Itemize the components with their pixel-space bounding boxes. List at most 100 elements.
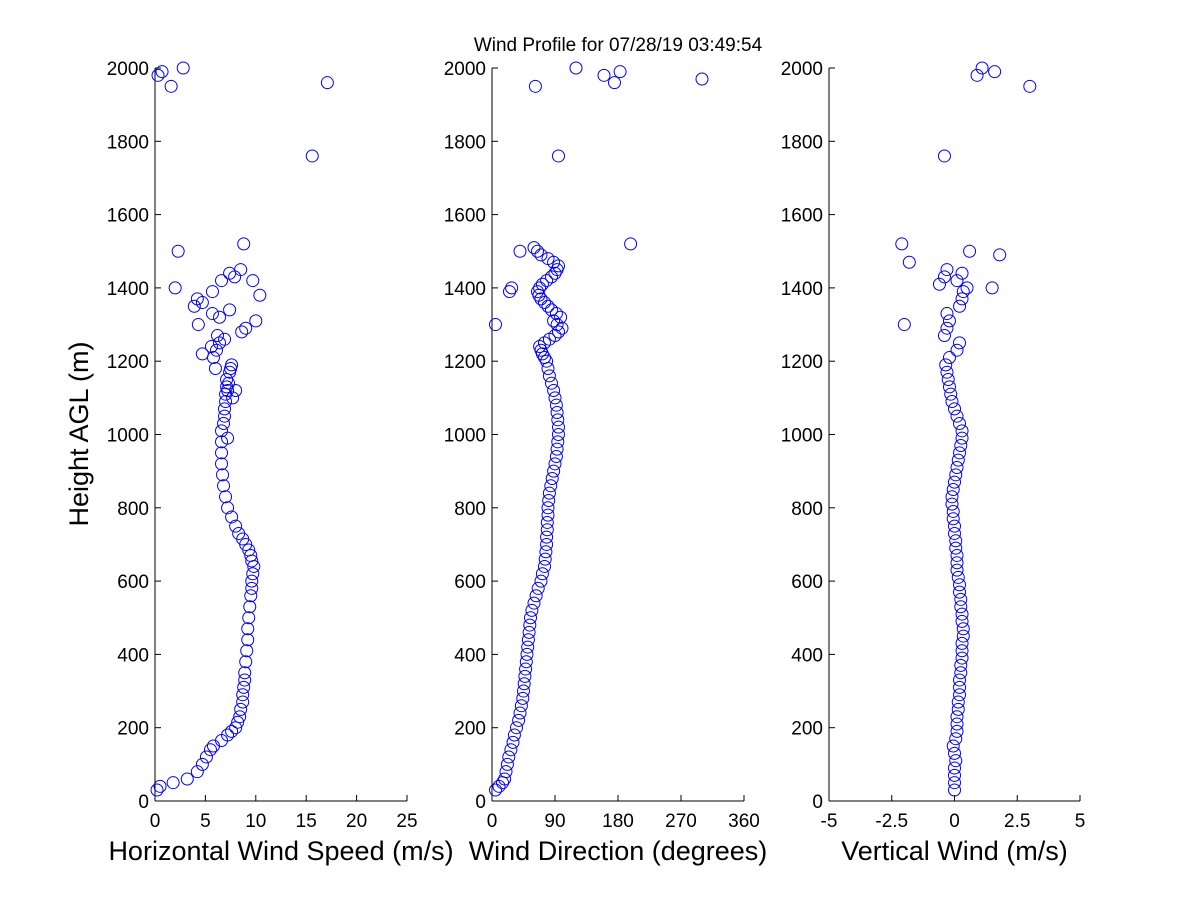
vertical-y-tick-label: 400 [791,645,823,666]
speed-data-point [208,362,222,376]
vertical-data-point [953,688,967,702]
direction-data-point [529,589,543,603]
speed-data-point [245,574,259,588]
direction-x-axis-label: Wind Direction (degrees) [469,836,768,866]
vertical-data-point [949,541,963,555]
vertical-data-point [945,490,959,504]
speed-data-point [234,702,248,716]
direction-data-point [521,633,535,647]
vertical-x-tick-label: -2.5 [875,811,908,832]
speed-data-point [218,332,232,346]
direction-data-point [540,515,554,529]
direction-data-point [547,384,561,398]
speed-data-point [232,526,246,540]
speed-data-point [229,384,243,398]
vertical-data-point [950,556,964,570]
speed-data-point [215,457,229,471]
vertical-data-point [953,417,967,431]
direction-data-point [534,574,548,588]
vertical-data-point [946,482,960,496]
vertical-data-point [940,307,954,321]
direction-data-point [540,530,554,544]
vertical-data-point [949,732,963,746]
vertical-data-point [940,321,954,335]
vertical-data-point [897,318,911,332]
direction-data-point [541,299,555,313]
speed-data-point [221,501,235,515]
direction-data-point [535,277,549,291]
speed-data-point [151,68,165,82]
speed-data-point [253,288,267,302]
direction-data-point [551,435,565,449]
speed-data-point [195,757,209,771]
direction-data-point [552,420,565,434]
vertical-data-point [953,446,967,460]
direction-data-point [545,471,559,485]
vertical-data-point [955,266,969,280]
vertical-data-point [946,512,960,526]
vertical-y-tick-label: 200 [791,719,823,740]
vertical-data-point [954,658,968,672]
speed-data-point [242,611,256,625]
direction-data-point [542,486,556,500]
vertical-y-tick-label: 1200 [781,352,823,373]
direction-data-point [541,252,555,266]
direction-data-point [538,336,551,350]
vertical-data-point [895,237,909,251]
speed-data-point [241,633,255,647]
vertical-data-point [948,768,961,782]
direction-data-point [519,662,533,676]
vertical-data-point [937,329,951,343]
vertical-data-point [955,292,969,306]
direction-data-point [528,79,542,93]
direction-x-tick-label: 0 [487,811,498,832]
vertical-data-point [955,651,969,665]
direction-data-point [527,596,541,610]
vertical-data-point [955,644,969,658]
speed-data-point [153,779,167,793]
y-axis-label: Height AGL (m) [64,341,94,526]
vertical-data-point [950,548,964,562]
direction-data-point [552,428,565,441]
vertical-y-tick-label: 1400 [781,279,823,300]
vertical-data-point [955,636,969,650]
speed-data-point [210,329,224,343]
speed-data-point [218,402,232,416]
speed-y-tick-label: 600 [117,572,149,593]
direction-data-point [548,391,562,405]
speed-data-point [246,567,260,581]
speed-data-point [305,149,319,163]
speed-data-point [236,695,250,709]
speed-data-point [238,666,252,680]
vertical-data-point [975,61,989,75]
vertical-data-point [955,431,969,445]
speed-data-point [219,490,233,504]
direction-y-tick-label: 2000 [444,59,486,80]
speed-y-tick-label: 1400 [107,279,149,300]
direction-data-point [499,765,513,779]
direction-data-point [695,72,709,86]
direction-data-point [552,149,565,163]
direction-data-point [542,493,556,507]
vertical-data-point [940,365,954,379]
direction-data-point [544,479,558,493]
vertical-data-point [950,563,964,577]
vertical-data-point [970,68,984,82]
vertical-data-point [963,244,977,258]
vertical-x-tick-label: 5 [1075,811,1086,832]
speed-data-point [245,581,259,595]
vertical-data-point [948,402,961,416]
speed-data-point [244,548,258,562]
speed-data-point [229,519,243,533]
speed-y-tick-label: 1200 [107,352,149,373]
speed-data-point [239,655,253,669]
direction-data-point [510,721,523,735]
speed-data-point [203,743,217,757]
vertical-data-point [953,299,967,313]
direction-y-tick-label: 200 [454,719,486,740]
figure-title: Wind Profile for 07/28/19 03:49:54 [474,35,763,56]
speed-data-point [221,728,235,742]
direction-data-point [549,307,563,321]
vertical-data-point [954,666,968,680]
direction-data-point [513,244,527,258]
